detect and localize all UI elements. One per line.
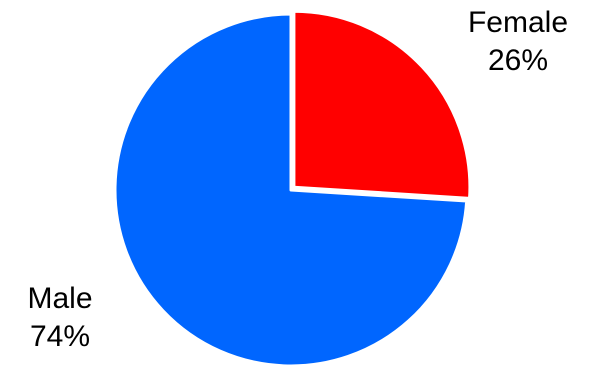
- pie-slice-female: [292, 9, 472, 200]
- slice-label-percent: 26%: [488, 44, 548, 77]
- slice-label-name: Female: [468, 6, 568, 39]
- slice-label-female: Female 26%: [468, 6, 568, 77]
- pie-slices: [113, 9, 472, 368]
- pie-slice-male: [113, 12, 469, 368]
- slice-label-percent: 74%: [30, 320, 90, 353]
- pie-labels: Female 26% Male 74%: [27, 6, 568, 353]
- slice-label-male: Male 74%: [27, 282, 92, 353]
- slice-label-name: Male: [27, 282, 92, 315]
